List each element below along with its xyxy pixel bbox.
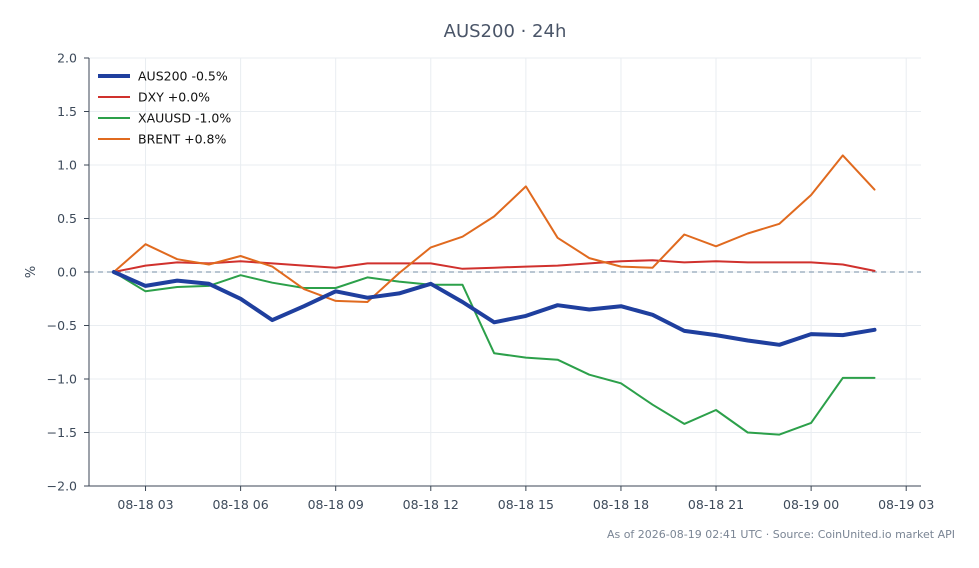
legend-label-brent: BRENT +0.8% — [138, 132, 226, 147]
series-line-dxy — [112, 259, 876, 273]
y-axis-label: % — [24, 266, 39, 278]
series-line-xauusd — [112, 271, 876, 436]
legend: AUS200 -0.5% DXY +0.0% XAUUSD -1.0% BRENT +… — [98, 69, 231, 147]
x-tick-label: 08-18 03 — [117, 497, 173, 512]
x-tick-label: 08-18 21 — [688, 497, 744, 512]
x-tick-label: 08-19 03 — [878, 497, 934, 512]
y-tick-label: −2.0 — [47, 479, 77, 494]
x-tick-label: 08-18 09 — [308, 497, 364, 512]
y-tick-label: −1.0 — [47, 372, 77, 387]
x-tick-label: 08-19 00 — [783, 497, 839, 512]
legend-label-aus200: AUS200 -0.5% — [138, 69, 228, 84]
y-ticks: −2.0 −1.5 −1.0 −0.5 0.0 0.5 1.0 1.5 2.0 — [47, 51, 89, 494]
source-footer: As of 2026-08-19 02:41 UTC · Source: Coi… — [607, 528, 955, 541]
x-tick-label: 08-18 12 — [403, 497, 459, 512]
series-lines — [111, 154, 877, 436]
series-line-brent — [112, 154, 876, 303]
x-tick-label: 08-18 18 — [593, 497, 649, 512]
x-tick-label: 08-18 06 — [213, 497, 269, 512]
y-tick-label: −0.5 — [47, 318, 77, 333]
series-line-aus200 — [111, 270, 877, 347]
y-tick-label: 1.5 — [57, 104, 77, 119]
legend-label-xauusd: XAUUSD -1.0% — [138, 111, 231, 126]
y-tick-label: 0.5 — [57, 211, 77, 226]
chart-title: AUS200 · 24h — [444, 21, 567, 42]
y-tick-label: 0.0 — [57, 265, 77, 280]
y-tick-label: 1.0 — [57, 158, 77, 173]
y-tick-label: 2.0 — [57, 51, 77, 66]
y-tick-label: −1.5 — [47, 425, 77, 440]
x-ticks: 08-18 03 08-18 06 08-18 09 08-18 12 08-18 15… — [117, 486, 934, 512]
legend-label-dxy: DXY +0.0% — [138, 90, 210, 105]
x-tick-label: 08-18 15 — [498, 497, 554, 512]
